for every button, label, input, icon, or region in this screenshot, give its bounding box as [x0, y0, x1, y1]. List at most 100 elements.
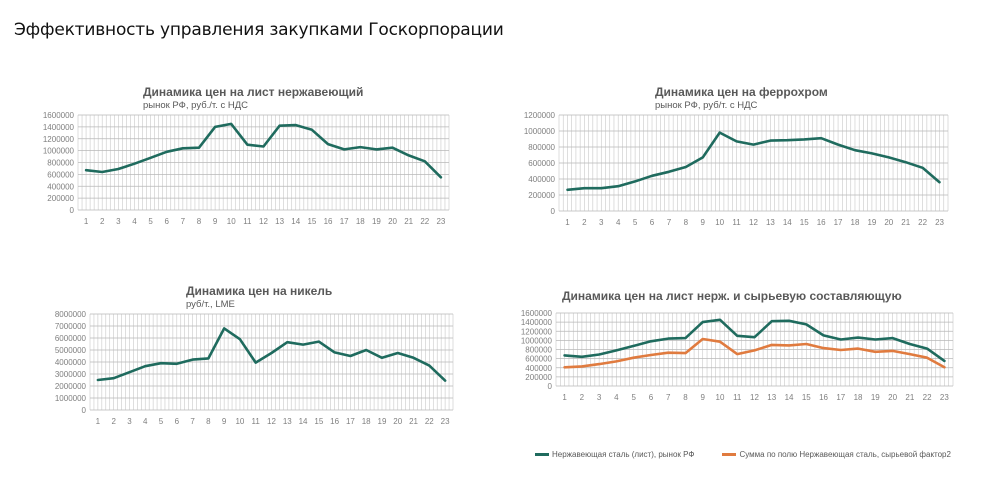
y-tick-label: 3000000	[55, 370, 87, 379]
y-tick-label: 1400000	[521, 318, 553, 327]
y-tick-label: 8000000	[55, 310, 87, 319]
grid: 0 200000 400000 600000 800000 1000000 1200000 1…	[43, 111, 450, 215]
x-tick-label: 5	[148, 217, 153, 226]
grid: 0 200000 400000 600000 800000 1000000 1200000	[524, 111, 949, 216]
x-tick-label: 12	[259, 217, 268, 226]
legend-label: Сумма по полю Нержавеющая сталь, сырьево…	[739, 450, 951, 459]
y-tick-label: 1600000	[521, 309, 553, 318]
y-tick-label: 1200000	[524, 111, 556, 120]
y-tick-label: 1600000	[43, 111, 75, 120]
x-tick-label: 8	[206, 417, 211, 426]
x-tick-label: 17	[346, 417, 355, 426]
page-title: Эффективность управления закупками Госко…	[14, 20, 504, 40]
y-tick-label: 200000	[525, 373, 552, 382]
y-tick-label: 1200000	[521, 327, 553, 336]
legend-item-stainless: Нержавеющая сталь (лист), рынок РФ	[535, 450, 694, 459]
x-tick-label: 6	[650, 218, 655, 227]
x-tick-label: 3	[597, 393, 602, 402]
x-tick-label: 1	[565, 218, 570, 227]
x-tick-label: 13	[275, 217, 284, 226]
x-tick-label: 5	[631, 393, 636, 402]
chart-subtitle: рынок РФ, руб/т. с НДС	[655, 100, 758, 111]
x-tick-label: 18	[356, 217, 365, 226]
x-tick-label: 5	[159, 417, 164, 426]
x-tick-label: 16	[819, 393, 828, 402]
orange-line-swatch-icon	[722, 453, 737, 456]
x-tick-label: 21	[409, 417, 418, 426]
x-tick-label: 22	[425, 417, 434, 426]
x-tick-label: 10	[235, 417, 244, 426]
x-tick-label: 19	[871, 393, 880, 402]
grid: 0 1000000 2000000 3000000 4000000 5000000 6000…	[55, 310, 454, 415]
legend-item-raw-factor: Сумма по полю Нержавеющая сталь, сырьево…	[722, 450, 951, 459]
x-tick-label: 11	[252, 417, 261, 426]
x-tick-label: 19	[867, 218, 876, 227]
x-tick-label: 5	[633, 218, 638, 227]
x-tick-label: 13	[283, 417, 292, 426]
x-tick-label: 19	[378, 417, 387, 426]
x-tick-label: 10	[715, 218, 724, 227]
y-tick-label: 400000	[528, 175, 555, 184]
x-tick-label: 3	[599, 218, 604, 227]
x-tick-label: 14	[785, 393, 794, 402]
x-tick-label: 1	[96, 417, 101, 426]
chart-title: Динамика цен на феррохром	[655, 85, 828, 99]
x-tick-label: 14	[783, 218, 792, 227]
x-tick-label: 20	[884, 218, 893, 227]
x-tick-label: 9	[213, 217, 218, 226]
x-tick-label: 18	[854, 393, 863, 402]
y-tick-label: 7000000	[55, 322, 87, 331]
chart-legend: Нержавеющая сталь (лист), рынок РФ Сумма…	[535, 450, 951, 459]
x-tick-label: 8	[197, 217, 202, 226]
x-tick-label: 7	[181, 217, 186, 226]
y-tick-label: 200000	[47, 194, 74, 203]
x-tick-label: 20	[393, 417, 402, 426]
x-tick-label: 8	[684, 218, 689, 227]
x-tick-label: 15	[307, 217, 316, 226]
x-tick-label: 12	[749, 218, 758, 227]
chart-subtitle: руб/т., LME	[186, 299, 235, 310]
x-tick-label: 14	[291, 217, 300, 226]
x-tick-label: 1	[84, 217, 89, 226]
x-tick-label: 8	[683, 393, 688, 402]
x-tick-label: 15	[800, 218, 809, 227]
y-tick-label: 1200000	[43, 135, 75, 144]
chart-title: Динамика цен на никель	[186, 284, 333, 298]
x-tick-label: 16	[324, 217, 333, 226]
x-tick-label: 22	[918, 218, 927, 227]
x-tick-label: 11	[243, 217, 252, 226]
x-tick-label: 7	[190, 417, 195, 426]
x-tick-label: 9	[700, 393, 705, 402]
x-tick-label: 16	[330, 417, 339, 426]
x-tick-label: 2	[582, 218, 587, 227]
x-tick-label: 15	[802, 393, 811, 402]
x-tick-label: 21	[905, 393, 914, 402]
x-tick-label: 9	[701, 218, 706, 227]
y-tick-label: 800000	[528, 143, 555, 152]
x-tick-label: 6	[164, 217, 169, 226]
x-tick-label: 23	[436, 217, 445, 226]
x-tick-label: 18	[362, 417, 371, 426]
x-tick-label: 23	[441, 417, 450, 426]
x-tick-label: 23	[935, 218, 944, 227]
x-tick-label: 19	[372, 217, 381, 226]
x-tick-label: 3	[127, 417, 132, 426]
y-tick-label: 1400000	[43, 123, 75, 132]
x-tick-label: 12	[267, 417, 276, 426]
x-tick-label: 20	[888, 393, 897, 402]
x-tick-label: 22	[923, 393, 932, 402]
x-tick-label: 4	[614, 393, 619, 402]
x-tick-label: 21	[901, 218, 910, 227]
x-tick-label: 2	[580, 393, 585, 402]
x-tick-label: 17	[834, 218, 843, 227]
legend-label: Нержавеющая сталь (лист), рынок РФ	[552, 450, 695, 459]
teal-line-swatch-icon	[535, 453, 549, 456]
y-tick-label: 1000000	[521, 336, 553, 345]
y-tick-label: 6000000	[55, 334, 87, 343]
x-tick-label: 9	[222, 417, 227, 426]
y-tick-label: 800000	[47, 159, 74, 168]
x-tick-label: 16	[817, 218, 826, 227]
